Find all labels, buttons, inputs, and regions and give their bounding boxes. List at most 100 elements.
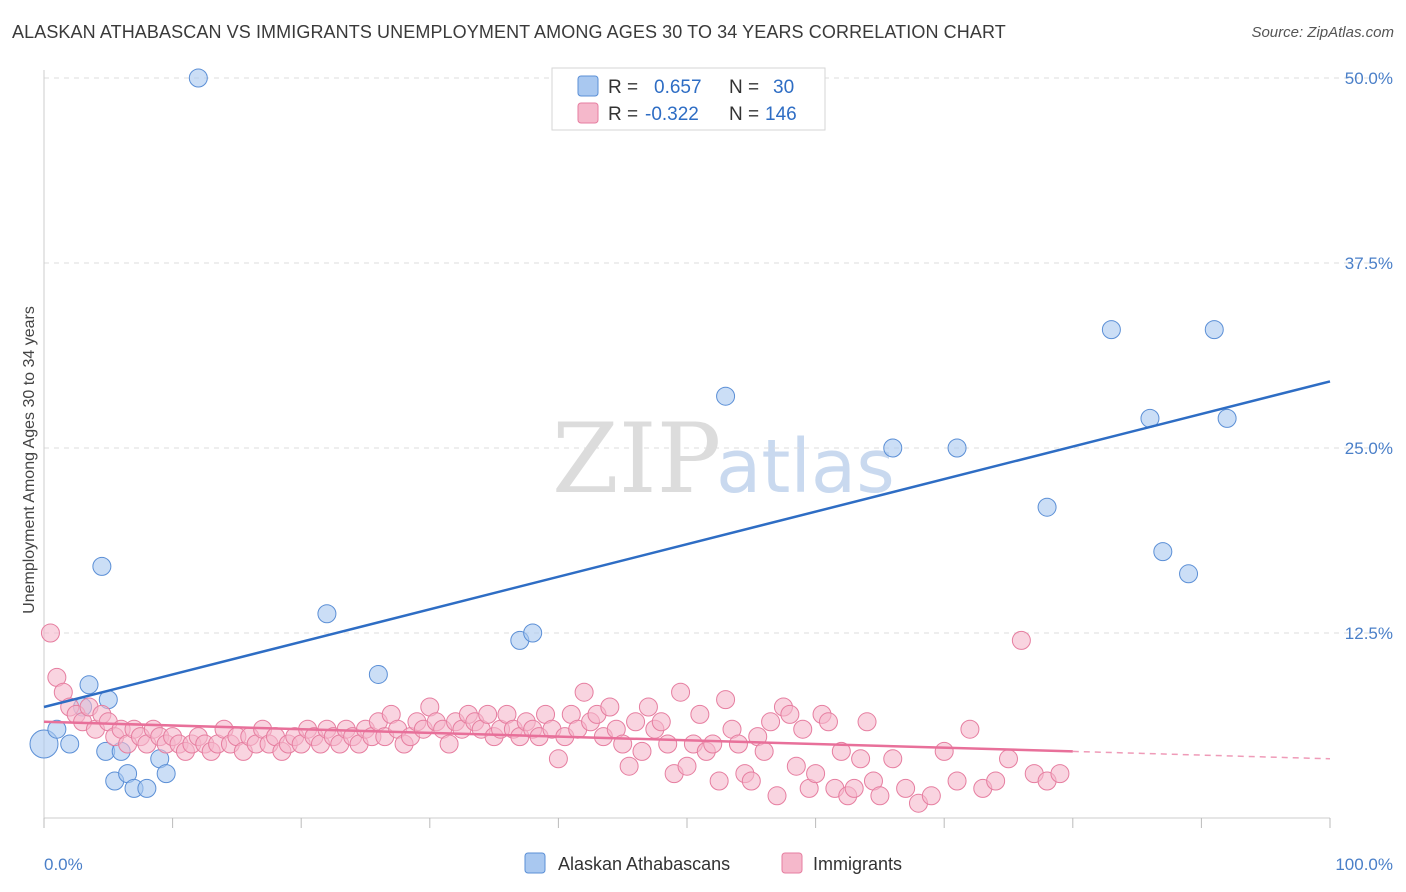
athabascan-point [29,729,59,759]
legend-n-value-2: 146 [765,104,797,125]
immigrant-point [960,719,980,739]
y-tick-label: 50.0% [1345,69,1393,88]
legend-r-label-1: R = [608,77,638,98]
x-axis-ticks [43,818,1331,828]
bottom-legend-swatch-immigrants [781,852,803,874]
immigrant-point [806,764,826,784]
legend-n-value-1: 30 [773,77,794,98]
immigrant-point [780,704,800,724]
y-tick-label: 12.5% [1345,624,1393,643]
athabascan-point [156,764,176,784]
series-alaskan-athabascans [29,68,1237,798]
legend-r-value-2: -0.322 [645,104,699,125]
legend-swatch-immigrants [577,102,599,124]
x-tick-label-min: 0.0% [44,855,83,874]
series-immigrants [40,623,1070,813]
legend-r-value-1: 0.657 [654,77,702,98]
legend-series: Alaskan Athabascans Immigrants [524,852,902,874]
x-tick-label-max: 100.0% [1335,855,1393,874]
trend-line-immigrants-extrapolated [1072,750,1331,760]
athabascan-point [368,664,388,684]
y-tick-label: 37.5% [1345,254,1393,273]
athabascan-point [188,68,208,88]
legend-r-label-2: R = [608,104,638,125]
athabascan-point [883,438,903,458]
bottom-legend-swatch-athabascans [524,852,546,874]
immigrant-point [761,712,781,732]
trend-line-athabascans [43,380,1331,709]
athabascan-point [716,386,736,406]
watermark-zip: ZIP [552,403,721,515]
immigrant-point [658,734,678,754]
immigrant-point [716,690,736,710]
immigrant-point [870,786,890,806]
immigrant-point [703,734,723,754]
immigrant-point [548,749,568,769]
legend-correlation: R = 0.657 N = 30 R = -0.322 N = 146 [551,67,826,131]
athabascan-point [79,675,99,695]
bottom-legend-label-athabascans: Alaskan Athabascans [558,854,730,874]
immigrant-point [728,734,748,754]
legend-swatch-athabascans [577,75,599,97]
chart-title: ALASKAN ATHABASCAN VS IMMIGRANTS UNEMPLO… [12,22,1006,42]
immigrant-point [638,697,658,717]
immigrant-point [851,749,871,769]
y-axis-label: Unemployment Among Ages 30 to 34 years [21,306,38,614]
immigrant-point [947,771,967,791]
immigrant-point [986,771,1006,791]
source-credit: Source: ZipAtlas.com [1251,24,1394,41]
immigrant-point [754,741,774,761]
immigrant-point [626,712,646,732]
trend-line-immigrants [43,720,1073,753]
immigrant-point [793,719,813,739]
immigrant-point [619,756,639,776]
immigrant-point [1011,630,1031,650]
immigrant-point [651,712,671,732]
athabascan-point [60,734,80,754]
immigrant-point [709,771,729,791]
athabascan-point [137,778,157,798]
immigrant-point [844,778,864,798]
trend-lines [43,380,1331,760]
athabascan-point [947,438,967,458]
athabascan-point [1153,542,1173,562]
immigrant-point [690,704,710,724]
athabascan-point [47,719,67,739]
athabascan-point [1179,564,1199,584]
athabascan-point [1037,497,1057,517]
immigrant-point [40,623,60,643]
immigrant-point [921,786,941,806]
immigrant-point [818,712,838,732]
immigrant-point [896,778,916,798]
bottom-legend-label-immigrants: Immigrants [813,854,902,874]
immigrant-point [999,749,1018,769]
immigrant-point [741,771,761,791]
immigrant-point [934,741,954,761]
immigrant-point [439,734,459,754]
athabascan-point [1217,408,1237,428]
immigrant-point [632,741,652,761]
immigrant-point [857,712,877,732]
immigrant-point [1050,764,1070,784]
watermark: ZIP atlas [552,403,895,515]
immigrant-point [767,786,787,806]
immigrant-point [883,749,903,769]
legend-n-label-1: N = [729,77,759,98]
y-tick-label: 25.0% [1345,439,1393,458]
athabascan-point [523,623,543,643]
immigrant-point [677,756,697,776]
immigrant-point [478,704,498,724]
athabascan-point [317,604,337,624]
immigrant-point [600,697,620,717]
watermark-atlas: atlas [716,424,895,510]
immigrant-point [671,682,691,702]
athabascan-point [1101,320,1121,340]
immigrant-point [786,756,806,776]
athabascan-point [92,556,112,576]
athabascan-point [1204,320,1224,340]
immigrant-point [831,741,851,761]
legend-n-label-2: N = [729,104,759,125]
y-axis-tick-labels: 12.5% 25.0% 37.5% 50.0% [1345,69,1393,643]
immigrant-point [574,682,594,702]
